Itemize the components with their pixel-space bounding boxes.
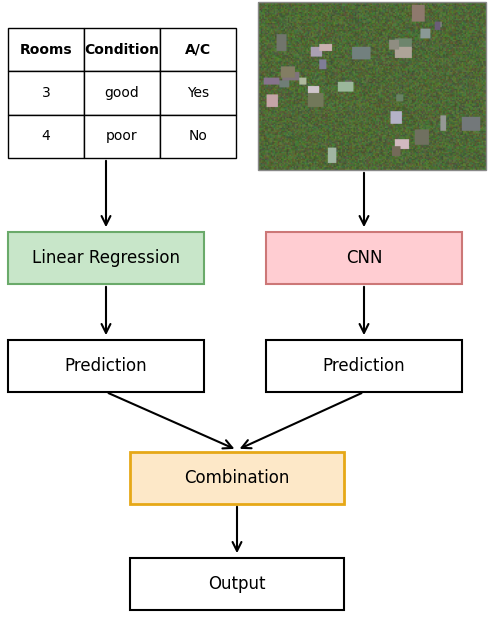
Bar <box>8 71 84 115</box>
Text: Yes: Yes <box>187 86 209 100</box>
Bar <box>130 558 344 610</box>
Bar <box>160 71 236 115</box>
Bar <box>266 340 462 392</box>
Bar <box>8 232 204 284</box>
Text: 3: 3 <box>42 86 50 100</box>
Bar <box>266 232 462 284</box>
Text: Output: Output <box>208 575 266 593</box>
Bar <box>8 115 84 158</box>
Bar <box>130 452 344 504</box>
Text: A/C: A/C <box>185 42 211 57</box>
Text: Rooms: Rooms <box>20 42 73 57</box>
Text: Combination: Combination <box>184 469 290 487</box>
Bar <box>84 115 160 158</box>
Text: good: good <box>105 86 139 100</box>
Text: Linear Regression: Linear Regression <box>32 249 180 267</box>
Text: Condition: Condition <box>84 42 160 57</box>
Text: Prediction: Prediction <box>65 357 147 375</box>
Text: poor: poor <box>106 129 138 144</box>
Bar <box>160 115 236 158</box>
Bar <box>8 340 204 392</box>
Text: No: No <box>189 129 207 144</box>
Bar <box>258 2 486 170</box>
Text: CNN: CNN <box>346 249 382 267</box>
Text: Prediction: Prediction <box>323 357 405 375</box>
Bar <box>84 71 160 115</box>
Bar <box>8 28 84 71</box>
Text: 4: 4 <box>42 129 50 144</box>
Bar <box>160 28 236 71</box>
Bar <box>84 28 160 71</box>
